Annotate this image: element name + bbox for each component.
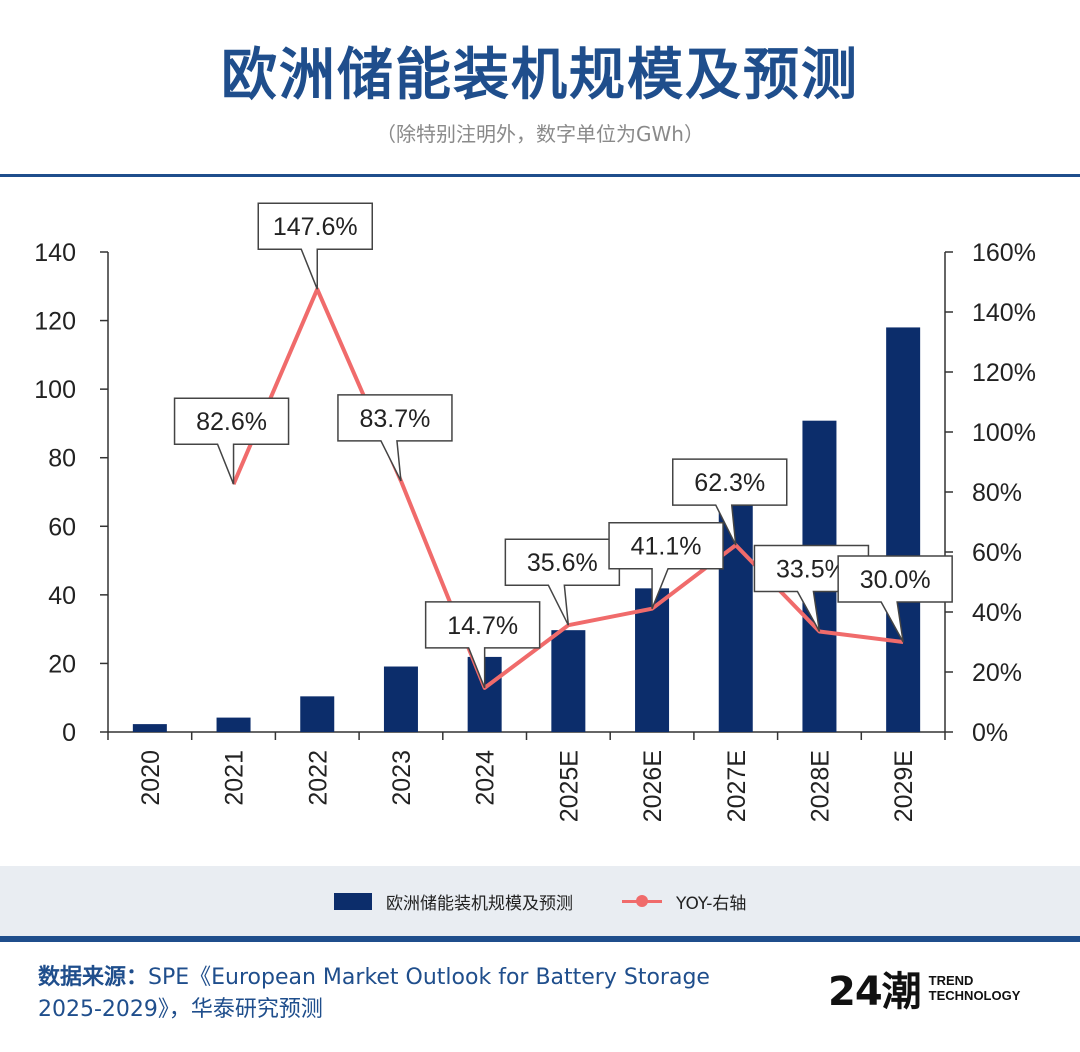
legend: 欧洲储能装机规模及预测 YOY-右轴 (0, 866, 1080, 936)
data-label-callout (424, 601, 541, 689)
bar (718, 498, 753, 732)
logo-wordmark: TREND TECHNOLOGY (929, 973, 1021, 1003)
bar (132, 724, 167, 732)
page-title: 欧洲储能装机规模及预测 (221, 43, 859, 108)
x-tick-label: 2021 (221, 750, 249, 806)
data-label-callout (672, 458, 788, 546)
left-tick-label: 120 (34, 308, 76, 336)
logo-mark: 24潮 (828, 969, 922, 1015)
x-tick-label: 2026E (639, 750, 667, 822)
data-label-callout (173, 397, 290, 485)
left-tick-label: 20 (48, 650, 76, 678)
left-tick-label: 0 (62, 719, 76, 747)
data-label-callout (608, 521, 724, 609)
data-label: 147.6% (273, 213, 358, 241)
x-tick-label: 2027E (723, 750, 751, 822)
data-label: 62.3% (694, 469, 765, 497)
data-label: 35.6% (527, 549, 598, 577)
source-note: 数据来源：SPE《European Market Outlook for Bat… (38, 962, 758, 1026)
top-divider (0, 174, 1080, 177)
x-tick-label: 2020 (137, 750, 165, 806)
source-label: 数据来源： (38, 965, 149, 990)
right-tick-label: 60% (972, 539, 1022, 567)
bottom-divider (0, 936, 1080, 942)
x-tick-label: 2024 (472, 750, 500, 806)
x-tick-label: 2029E (890, 750, 918, 822)
data-label: 33.5% (776, 556, 847, 584)
data-label: 14.7% (447, 612, 518, 640)
left-tick-label: 60 (48, 513, 76, 541)
x-tick-label: 2028E (806, 750, 834, 822)
legend-item-line: YOY-右轴 (622, 866, 746, 936)
source-text: SPE《European Market Outlook for Battery … (38, 965, 710, 1022)
legend-bar-label: 欧洲储能装机规模及预测 (386, 893, 573, 914)
data-label: 83.7% (360, 405, 431, 433)
combo-chart: 0 20 40 60 80 100 120 140 0% 20% 40% 60% 80% 100% 120%… (34, 202, 1036, 822)
logo-line1: TREND (928, 973, 974, 988)
bar (886, 327, 921, 732)
right-tick-label: 120% (972, 359, 1036, 387)
right-tick-label: 100% (972, 419, 1036, 447)
bar (551, 630, 586, 732)
data-label-callout (837, 555, 953, 643)
x-tick-label: 2022 (304, 750, 332, 806)
bar (383, 666, 418, 732)
legend-line-swatch (622, 893, 662, 909)
bar (300, 696, 335, 732)
data-label: 82.6% (196, 408, 267, 436)
x-tick-label: 2023 (388, 750, 416, 806)
left-tick-label: 80 (48, 445, 76, 473)
right-tick-label: 80% (972, 479, 1022, 507)
data-label-callout (337, 394, 453, 482)
left-tick-label: 40 (48, 582, 76, 610)
right-tick-label: 140% (972, 299, 1036, 327)
brand-logo: 24潮 TREND TECHNOLOGY (828, 958, 1058, 1018)
logo-line2: TECHNOLOGY (928, 988, 1021, 1003)
data-label: 30.0% (860, 566, 931, 594)
x-tick-label: 2025E (555, 750, 583, 822)
data-label: 41.1% (631, 533, 702, 561)
right-tick-label: 160% (972, 239, 1036, 267)
left-tick-label: 100 (34, 376, 76, 404)
legend-bar-swatch (334, 892, 372, 910)
bar (216, 717, 251, 732)
left-tick-label: 140 (34, 239, 76, 267)
page-subtitle: （除特别注明外，数字单位为GWh） (376, 122, 704, 146)
right-tick-label: 0% (972, 719, 1008, 747)
data-label-callout (257, 202, 373, 290)
right-tick-label: 40% (972, 599, 1022, 627)
right-tick-label: 20% (972, 659, 1022, 687)
legend-line-label: YOY-右轴 (676, 893, 747, 914)
legend-item-bar: 欧洲储能装机规模及预测 (334, 866, 573, 936)
